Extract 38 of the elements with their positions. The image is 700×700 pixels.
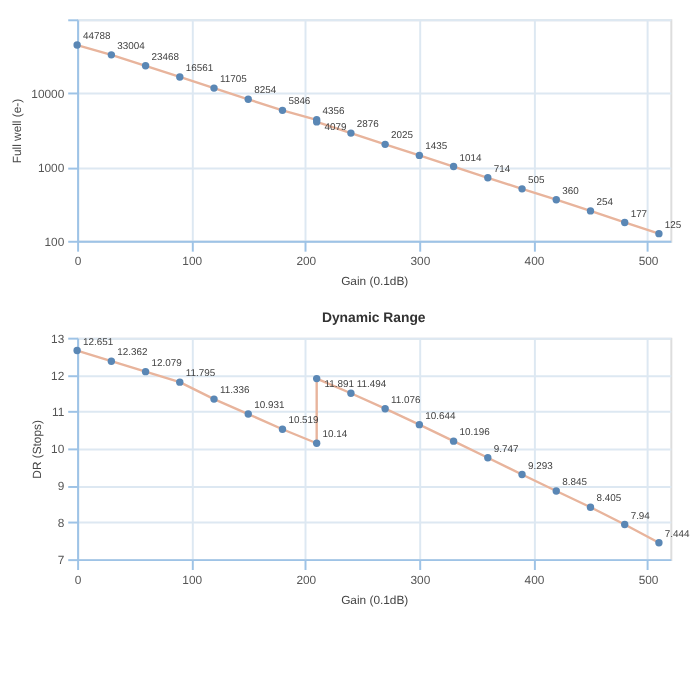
line-series	[75, 43, 661, 235]
point	[312, 374, 321, 383]
point	[244, 95, 252, 103]
point	[312, 439, 321, 447]
point	[484, 174, 492, 182]
line-series	[75, 349, 661, 544]
point	[176, 378, 184, 386]
point	[449, 437, 458, 445]
point	[141, 62, 150, 70]
point	[381, 140, 389, 149]
point	[415, 151, 424, 160]
point	[244, 410, 252, 418]
point	[73, 41, 81, 49]
point	[449, 162, 458, 171]
point	[278, 106, 287, 115]
point	[655, 539, 663, 547]
point	[655, 229, 663, 238]
point	[484, 454, 492, 462]
point	[586, 503, 595, 511]
point	[176, 73, 184, 81]
point	[107, 357, 116, 365]
point	[586, 207, 595, 215]
point	[210, 84, 218, 92]
point	[518, 185, 526, 193]
point	[141, 367, 150, 376]
point	[347, 389, 355, 397]
point	[73, 346, 81, 355]
point	[278, 425, 287, 433]
point	[107, 51, 116, 59]
point	[210, 395, 218, 403]
point	[415, 420, 424, 429]
point	[347, 129, 355, 137]
point	[621, 218, 629, 227]
point	[621, 520, 629, 529]
point	[552, 196, 560, 204]
point	[552, 487, 560, 495]
point	[381, 405, 389, 413]
point	[518, 470, 526, 479]
